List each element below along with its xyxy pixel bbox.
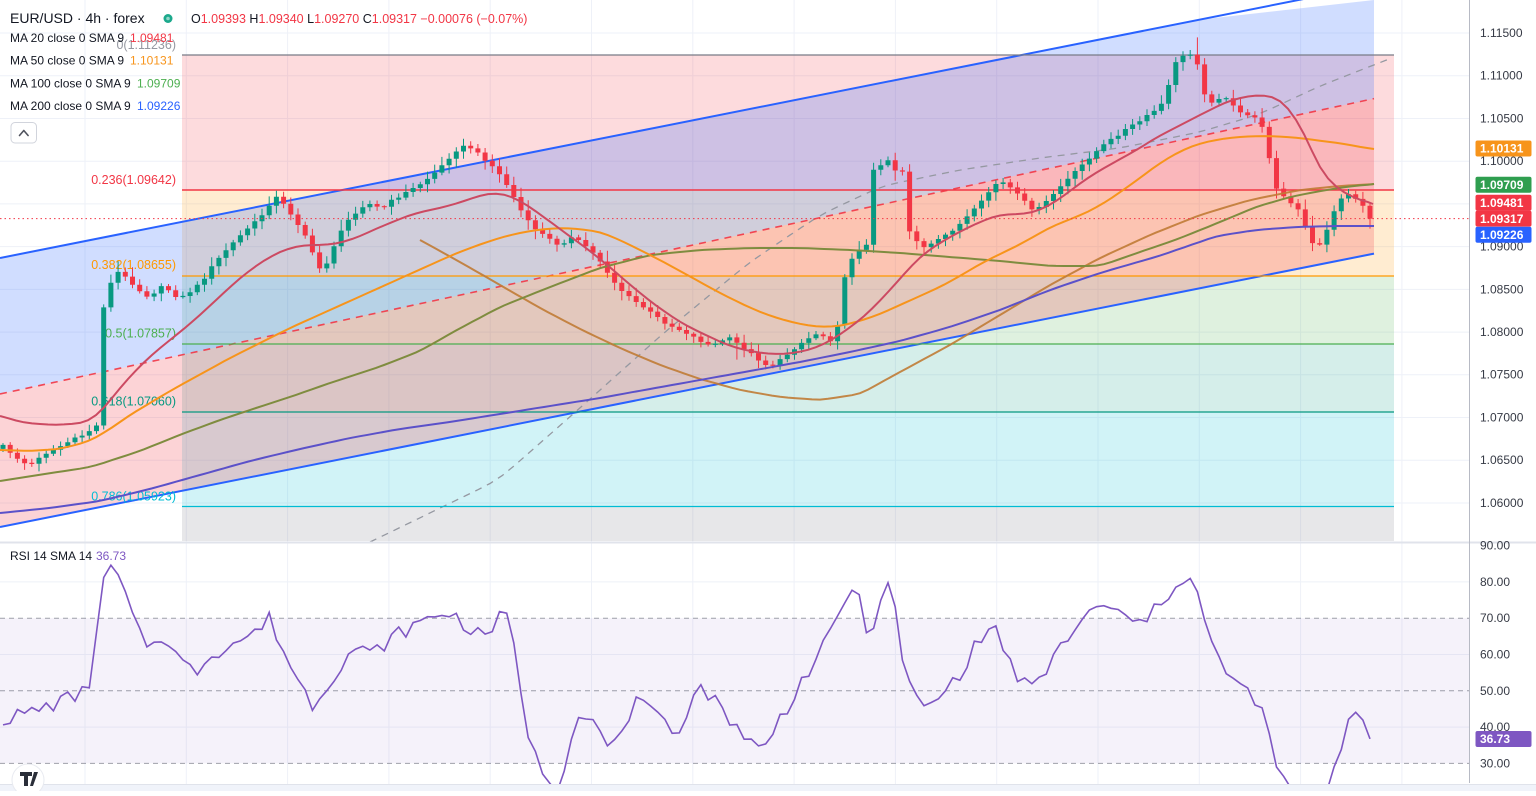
svg-text:MA 100 close 0 SMA 9: MA 100 close 0 SMA 9 (10, 76, 131, 90)
svg-text:0.5(1.07857): 0.5(1.07857) (105, 327, 176, 341)
svg-text:1.11000: 1.11000 (1480, 69, 1523, 83)
svg-text:1.09709: 1.09709 (1480, 178, 1524, 192)
svg-text:1.08000: 1.08000 (1480, 325, 1524, 339)
svg-text:1.09709: 1.09709 (137, 76, 181, 90)
svg-text:50.00: 50.00 (1480, 684, 1510, 698)
svg-text:EUR/USD · 4h · forex: EUR/USD · 4h · forex (10, 10, 145, 26)
svg-text:1.10131: 1.10131 (1480, 142, 1524, 156)
svg-text:1.10131: 1.10131 (130, 54, 174, 68)
svg-text:1.10500: 1.10500 (1480, 111, 1524, 125)
svg-text:36.73: 36.73 (96, 549, 126, 563)
svg-text:70.00: 70.00 (1480, 611, 1510, 625)
svg-text:MA 20 close 0 SMA 9: MA 20 close 0 SMA 9 (10, 31, 124, 45)
svg-text:0(1.11236): 0(1.11236) (116, 38, 176, 52)
svg-text:90.00: 90.00 (1480, 539, 1510, 553)
svg-text:1.11500: 1.11500 (1480, 26, 1523, 40)
svg-text:1.09226: 1.09226 (137, 99, 181, 113)
svg-text:1.09317: 1.09317 (1480, 212, 1524, 226)
svg-text:1.07000: 1.07000 (1480, 411, 1524, 425)
svg-text:80.00: 80.00 (1480, 575, 1510, 589)
svg-text:40.00: 40.00 (1480, 720, 1510, 734)
svg-text:MA 200 close 0 SMA 9: MA 200 close 0 SMA 9 (10, 99, 131, 113)
svg-text:1.10000: 1.10000 (1480, 154, 1524, 168)
svg-text:0.786(1.05923): 0.786(1.05923) (91, 490, 176, 504)
svg-text:1.09226: 1.09226 (1480, 228, 1524, 242)
svg-text:60.00: 60.00 (1480, 648, 1510, 662)
svg-text:MA 50 close 0 SMA 9: MA 50 close 0 SMA 9 (10, 54, 124, 68)
svg-text:RSI 14 SMA 14: RSI 14 SMA 14 (10, 549, 92, 563)
svg-text:30.00: 30.00 (1480, 756, 1510, 770)
svg-text:1.09481: 1.09481 (1480, 196, 1524, 210)
svg-text:1.08500: 1.08500 (1480, 282, 1524, 296)
svg-text:1.06500: 1.06500 (1480, 453, 1524, 467)
svg-text:1.06000: 1.06000 (1480, 496, 1524, 510)
svg-text:1.09481: 1.09481 (130, 31, 174, 45)
svg-text:36.73: 36.73 (1480, 732, 1510, 746)
svg-text:0.382(1.08655): 0.382(1.08655) (91, 258, 176, 272)
svg-text:1.09000: 1.09000 (1480, 240, 1524, 254)
svg-text:O1.09393 H1.09340 L1.09270 C1.: O1.09393 H1.09340 L1.09270 C1.09317 −0.0… (191, 12, 527, 26)
svg-text:1.07500: 1.07500 (1480, 368, 1524, 382)
svg-text:0.236(1.09642): 0.236(1.09642) (91, 173, 176, 187)
